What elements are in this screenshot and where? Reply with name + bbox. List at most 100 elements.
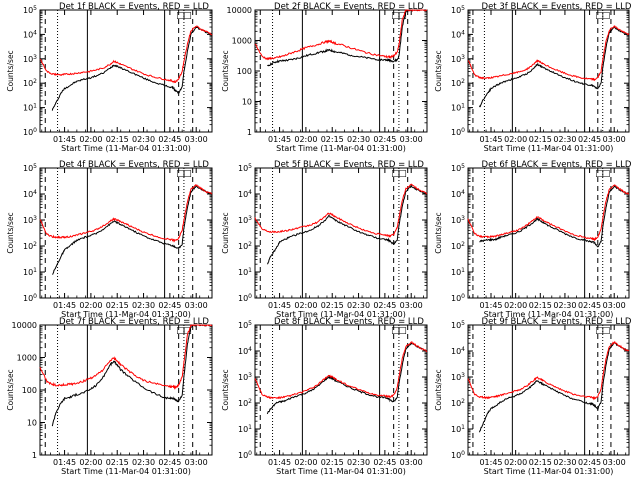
y-axis-label: Counts/sec xyxy=(434,50,443,91)
x-tick-label: 01:45 xyxy=(268,458,291,467)
x-axis-label: Start Time (11-Mar-04 01:31:00) xyxy=(61,144,191,153)
corner-mark: □ xyxy=(391,11,400,21)
corner-mark: □ xyxy=(176,11,185,21)
x-tick-label: 02:00 xyxy=(79,301,102,310)
x-axis-label: Start Time (11-Mar-04 01:31:00) xyxy=(276,144,406,153)
y-tick-label: 102 xyxy=(238,398,252,408)
corner-mark: □ xyxy=(391,326,400,336)
x-tick-label: 02:45 xyxy=(578,458,601,467)
chart-title: Det 1f BLACK = Events, RED = LLD xyxy=(59,2,209,12)
chart-title: Det 7f BLACK = Events, RED = LLD xyxy=(59,317,209,327)
y-axis-label: Counts/sec xyxy=(221,212,230,253)
lld-series-line xyxy=(39,184,213,243)
y-axis-label: Counts/sec xyxy=(434,212,443,253)
corner-mark: □ xyxy=(602,11,611,21)
x-axis-label: Start Time (11-Mar-04 01:31:00) xyxy=(484,144,614,153)
x-tick-label: 02:15 xyxy=(106,301,129,310)
chart-panel-6: Det 6f BLACK = Events, RED = LLD 100 101 10… xyxy=(434,160,632,319)
corner-mark: □ xyxy=(595,326,604,336)
x-axis-label: Start Time (11-Mar-04 01:31:00) xyxy=(276,467,406,476)
chart-panel-5: Det 5f BLACK = Events, RED = LLD 100 101 10… xyxy=(221,160,428,319)
y-tick-label: 100 xyxy=(237,67,252,76)
y-tick-label: 1000 xyxy=(232,37,252,46)
y-tick-label: 105 xyxy=(238,163,252,173)
y-axis-label: Counts/sec xyxy=(6,50,15,91)
events-series-line xyxy=(52,184,213,275)
events-series-line xyxy=(51,324,212,427)
y-tick-label: 10000 xyxy=(227,6,252,15)
chart-panel-2: Det 2f BLACK = Events, RED = LLD 1 10 100 10… xyxy=(221,2,428,153)
plot-frame xyxy=(467,9,630,133)
y-tick-label: 104 xyxy=(451,29,465,39)
x-tick-label: 02:30 xyxy=(553,301,576,310)
events-series-line xyxy=(479,25,630,108)
y-tick-label: 10 xyxy=(242,98,252,107)
chart-title: Det 3f BLACK = Events, RED = LLD xyxy=(482,2,632,12)
y-tick-label: 102 xyxy=(23,241,37,251)
lld-series-line xyxy=(467,25,630,82)
y-tick-label: 100 xyxy=(23,293,37,303)
y-tick-label: 10000 xyxy=(12,321,37,330)
x-tick-label: 01:45 xyxy=(479,458,502,467)
chart-panel-9: Det 9f BLACK = Events, RED = LLD 100 101 10… xyxy=(434,317,632,476)
chart-panel-7: Det 7f BLACK = Events, RED = LLD 1 10 100 10… xyxy=(6,317,213,476)
y-tick-label: 105 xyxy=(451,163,465,173)
corner-mark: □ xyxy=(398,11,407,21)
y-tick-label: 100 xyxy=(451,127,465,137)
x-tick-label: 03:00 xyxy=(185,301,208,310)
y-axis-label: Counts/sec xyxy=(221,50,230,91)
plot-frame xyxy=(39,9,213,133)
x-tick-label: 03:00 xyxy=(185,135,208,144)
corner-mark: □ xyxy=(176,326,185,336)
y-tick-label: 1 xyxy=(247,128,252,137)
y-axis-label: Counts/sec xyxy=(434,369,443,410)
x-tick-label: 01:45 xyxy=(53,135,76,144)
x-tick-label: 03:00 xyxy=(400,135,423,144)
lld-series-line xyxy=(254,9,427,61)
y-tick-label: 100 xyxy=(238,450,252,460)
x-tick-label: 02:45 xyxy=(373,458,396,467)
x-tick-label: 02:45 xyxy=(578,301,601,310)
y-tick-label: 102 xyxy=(451,78,465,88)
chart-title: Det 5f BLACK = Events, RED = LLD xyxy=(274,160,424,170)
y-axis-label: Counts/sec xyxy=(6,212,15,253)
x-tick-label: 02:30 xyxy=(132,135,155,144)
events-series-line xyxy=(479,185,630,248)
plot-frame xyxy=(467,324,630,456)
corner-mark: □ xyxy=(398,169,407,179)
y-tick-label: 101 xyxy=(451,424,465,434)
plot-frame xyxy=(254,167,428,299)
x-tick-label: 03:00 xyxy=(603,301,626,310)
y-tick-label: 105 xyxy=(23,163,37,173)
chart-title: Det 9f BLACK = Events, RED = LLD xyxy=(482,317,632,327)
x-tick-label: 02:45 xyxy=(578,135,601,144)
y-tick-label: 1 xyxy=(32,451,37,460)
x-tick-label: 02:15 xyxy=(106,135,129,144)
x-tick-label: 02:00 xyxy=(294,135,317,144)
y-tick-label: 103 xyxy=(451,54,465,64)
chart-panel-1: Det 1f BLACK = Events, RED = LLD 100 101 10… xyxy=(6,2,213,153)
x-tick-label: 02:15 xyxy=(321,301,344,310)
x-tick-label: 02:30 xyxy=(132,458,155,467)
x-tick-label: 02:15 xyxy=(529,135,552,144)
x-axis-label: Start Time (11-Mar-04 01:31:00) xyxy=(484,310,614,319)
events-series-line xyxy=(266,184,428,265)
x-tick-label: 02:00 xyxy=(504,458,527,467)
x-tick-label: 02:00 xyxy=(294,301,317,310)
y-tick-label: 101 xyxy=(23,267,37,277)
lld-series-line xyxy=(467,340,630,401)
x-tick-label: 01:45 xyxy=(268,135,291,144)
chart-title: Det 8f BLACK = Events, RED = LLD xyxy=(274,317,424,327)
x-tick-label: 02:00 xyxy=(504,301,527,310)
corner-mark: □ xyxy=(602,326,611,336)
y-tick-label: 103 xyxy=(238,215,252,225)
y-tick-label: 100 xyxy=(22,386,37,395)
y-tick-label: 104 xyxy=(238,346,252,356)
x-tick-label: 02:15 xyxy=(106,458,129,467)
y-tick-label: 100 xyxy=(451,293,465,303)
y-tick-label: 103 xyxy=(451,215,465,225)
y-tick-label: 104 xyxy=(451,189,465,199)
events-series-line xyxy=(51,26,213,111)
x-tick-label: 03:00 xyxy=(603,458,626,467)
y-tick-label: 102 xyxy=(238,241,252,251)
